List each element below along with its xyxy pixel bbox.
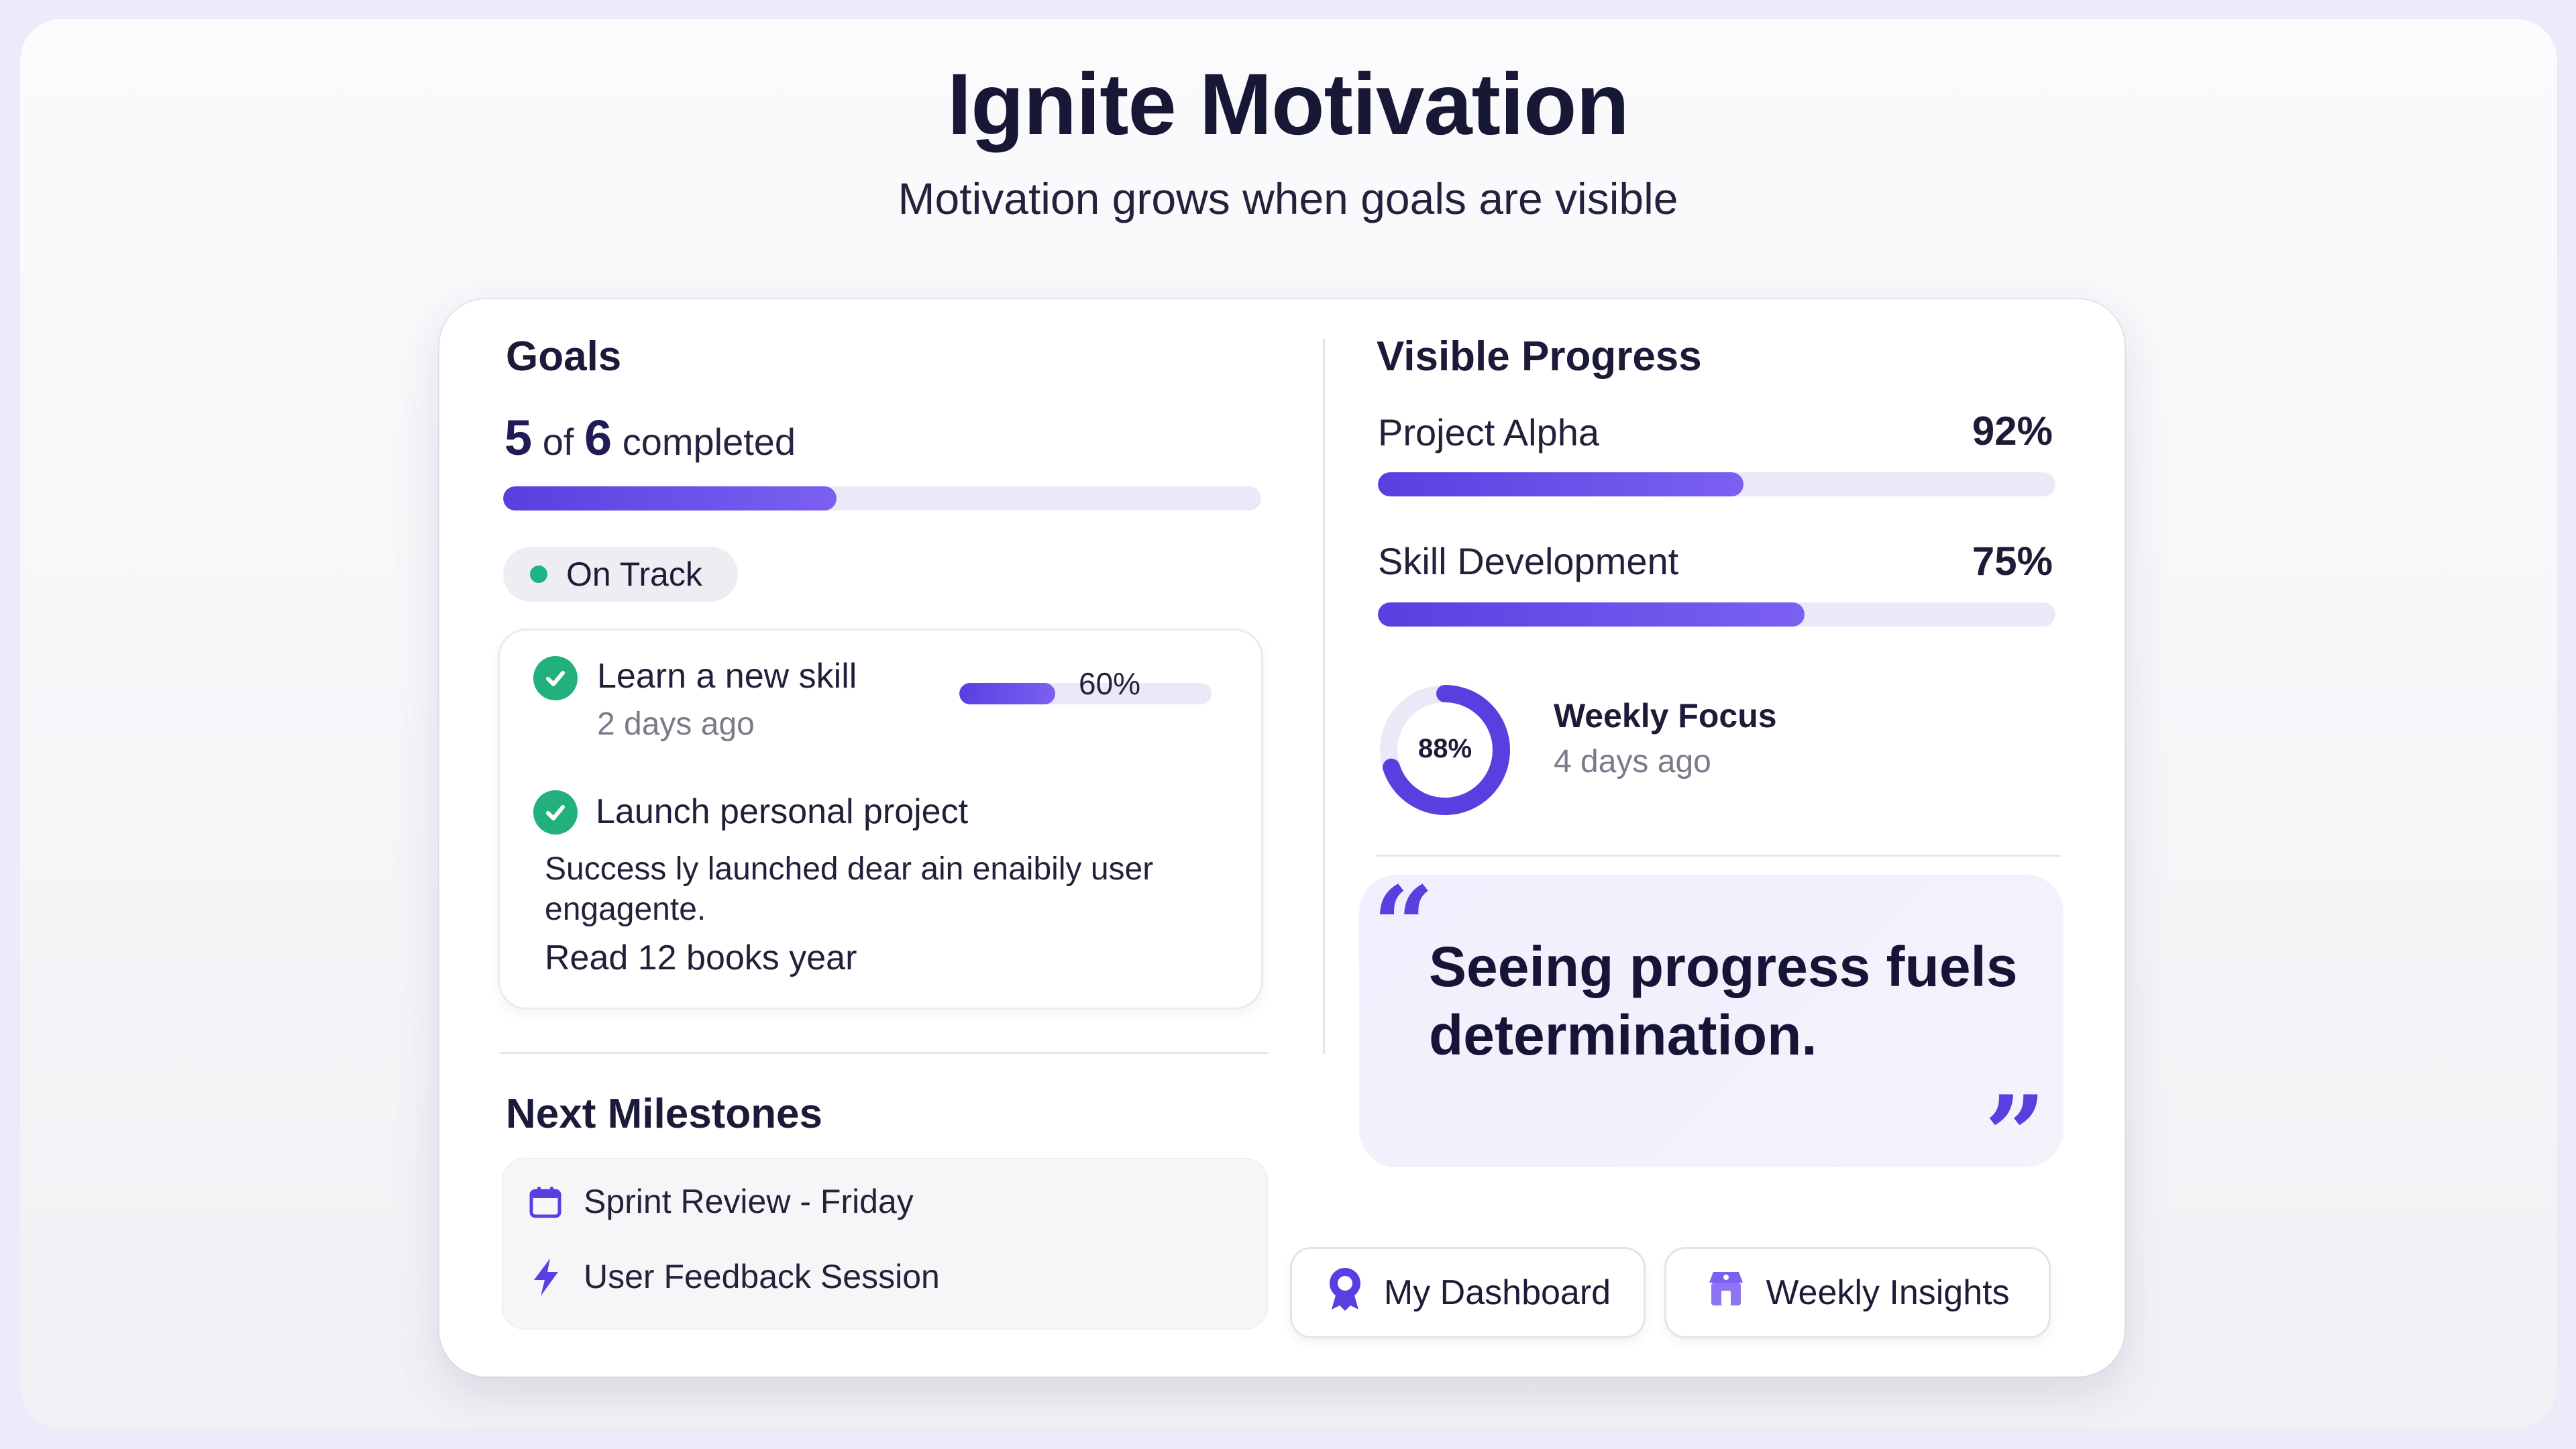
- weekly-focus-time: 4 days ago: [1554, 744, 1711, 780]
- goal-title: Read 12 books year: [545, 938, 857, 977]
- close-quote-mark: ”: [1984, 1072, 2047, 1198]
- goal-progress-fill: [959, 683, 1055, 704]
- my-dashboard-button[interactable]: My Dashboard: [1292, 1249, 1644, 1336]
- award-icon: [1325, 1265, 1365, 1321]
- milestone-item: Sprint Review - Friday: [584, 1183, 914, 1220]
- section-divider: [500, 1052, 1268, 1054]
- completed-count: 5: [504, 410, 533, 466]
- goal-progress-label: 60%: [1079, 666, 1141, 701]
- progress-value: 92%: [1972, 409, 2053, 453]
- milestone-item: User Feedback Session: [584, 1258, 940, 1295]
- progress-label: Skill Development: [1378, 540, 1679, 582]
- milestones-list: [503, 1159, 1267, 1328]
- status-dot: [530, 566, 547, 583]
- quote-card: [1359, 875, 2063, 1167]
- check-circle-icon: [533, 790, 578, 835]
- goals-completed-summary: 5 of 6 completed: [504, 409, 796, 466]
- my-dashboard-label: My Dashboard: [1383, 1273, 1611, 1312]
- lightning-icon: [530, 1257, 562, 1301]
- goals-progress-fill: [503, 486, 837, 511]
- progress-fill: [1378, 472, 1744, 496]
- progress-fill: [1378, 602, 1805, 627]
- progress-bar-skill-development: [1378, 602, 2055, 627]
- ring-label: 88%: [1417, 734, 1472, 763]
- status-badge: On Track: [503, 547, 738, 602]
- milestones-heading: Next Milestones: [506, 1091, 823, 1137]
- goal-title: Launch personal project: [596, 792, 969, 831]
- goal-progress-bar: [959, 683, 1212, 704]
- progress-bar-project-alpha: [1378, 472, 2055, 496]
- page-title: Ignite Motivation: [947, 55, 1629, 153]
- goals-progress-bar: [503, 486, 1261, 511]
- weekly-focus-ring-fill: [1380, 685, 1510, 815]
- weekly-focus-title: Weekly Focus: [1554, 697, 1777, 735]
- open-quote-mark: “: [1373, 863, 1435, 989]
- section-divider: [1377, 855, 2061, 857]
- column-divider: [1323, 339, 1325, 1054]
- of-text: of: [542, 421, 574, 463]
- visible-progress-heading: Visible Progress: [1377, 333, 1702, 380]
- weekly-insights-label: Weekly Insights: [1766, 1273, 2010, 1312]
- check-circle-icon: [533, 656, 578, 700]
- weekly-insights-button[interactable]: Weekly Insights: [1666, 1249, 2049, 1336]
- page-subtitle: Motivation grows when goals are visible: [898, 174, 1678, 223]
- weekly-focus-ring: 88%: [1377, 682, 1513, 818]
- goal-time: 2 days ago: [597, 706, 755, 742]
- status-badge-label: On Track: [566, 555, 702, 593]
- progress-value: 75%: [1972, 539, 2053, 584]
- total-count: 6: [584, 410, 612, 466]
- goal-title: Learn a new skill: [597, 657, 857, 696]
- completed-text: completed: [622, 421, 796, 463]
- store-icon: [1705, 1268, 1747, 1318]
- calendar-icon: [528, 1185, 563, 1223]
- goal-description: Success ly launched dear ain enaibily us…: [545, 851, 1154, 927]
- goals-heading: Goals: [506, 333, 622, 380]
- quote-text: Seeing progress fuels determination.: [1429, 935, 2018, 1067]
- progress-label: Project Alpha: [1378, 411, 1599, 453]
